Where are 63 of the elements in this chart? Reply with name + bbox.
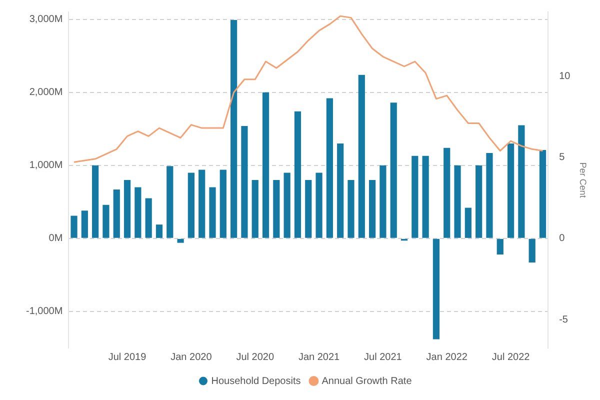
legend-label: Annual Growth Rate xyxy=(322,376,412,387)
bar xyxy=(220,170,226,238)
bar xyxy=(528,238,536,263)
bar xyxy=(273,180,280,238)
y2-tick-label: -5 xyxy=(559,314,568,326)
bar xyxy=(539,150,546,238)
bar xyxy=(241,126,248,238)
x-tick-label: Jan 2021 xyxy=(298,352,340,363)
bar xyxy=(422,156,429,238)
bar xyxy=(380,165,386,238)
y-tick-label: 1,000M xyxy=(29,160,63,172)
bar xyxy=(432,238,440,340)
y2-tick-label: 10 xyxy=(559,70,571,82)
bar xyxy=(177,238,184,243)
y2-tick-label: 0 xyxy=(559,233,566,244)
bar xyxy=(518,125,525,238)
bar xyxy=(444,148,450,238)
bar xyxy=(496,238,504,255)
bar xyxy=(124,180,131,238)
bar xyxy=(369,180,376,238)
bar xyxy=(198,170,206,238)
bar xyxy=(294,111,302,238)
bar xyxy=(348,180,354,238)
x-tick-label: Jul 2020 xyxy=(236,352,274,363)
bar xyxy=(464,208,472,238)
bar xyxy=(390,102,397,238)
y-tick-label: -1,000M xyxy=(26,306,63,318)
legend-label: Household Deposits xyxy=(211,376,301,387)
x-tick-label: Jan 2020 xyxy=(170,352,212,363)
bar xyxy=(262,92,270,238)
bar xyxy=(134,187,142,238)
y-tick-label: 2,000M xyxy=(29,87,63,98)
y-tick-label: 3,000M xyxy=(29,14,63,26)
bar xyxy=(486,152,493,238)
bar xyxy=(92,165,99,238)
bar xyxy=(166,166,174,238)
bar xyxy=(305,180,312,238)
bar xyxy=(102,204,110,238)
x-tick-label: Jul 2019 xyxy=(108,352,147,363)
y2-axis-title: Per Cent xyxy=(578,162,588,198)
bar xyxy=(252,180,258,238)
bar xyxy=(156,224,163,238)
bar xyxy=(326,98,333,238)
bar xyxy=(209,187,216,238)
x-tick-label: Jul 2022 xyxy=(492,352,530,363)
x-tick-label: Jul 2021 xyxy=(364,352,402,363)
bar xyxy=(113,189,120,238)
y2-tick-label: 5 xyxy=(559,152,566,164)
bar xyxy=(284,172,290,238)
bar xyxy=(145,198,152,238)
bar xyxy=(358,74,365,238)
bar xyxy=(476,165,482,238)
bar xyxy=(507,143,514,238)
bar xyxy=(454,165,461,238)
y-tick-label: 0M xyxy=(48,233,63,244)
bar xyxy=(337,143,344,238)
bar xyxy=(230,20,238,238)
bar xyxy=(81,210,88,238)
bar xyxy=(316,172,322,238)
x-tick-label: Jan 2022 xyxy=(426,352,468,363)
bar xyxy=(70,216,78,238)
bar xyxy=(188,172,194,238)
bar xyxy=(412,156,418,238)
